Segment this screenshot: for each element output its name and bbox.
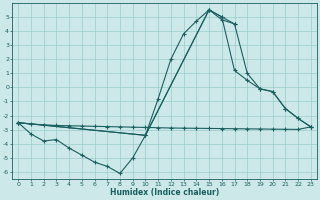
X-axis label: Humidex (Indice chaleur): Humidex (Indice chaleur) — [110, 188, 219, 197]
